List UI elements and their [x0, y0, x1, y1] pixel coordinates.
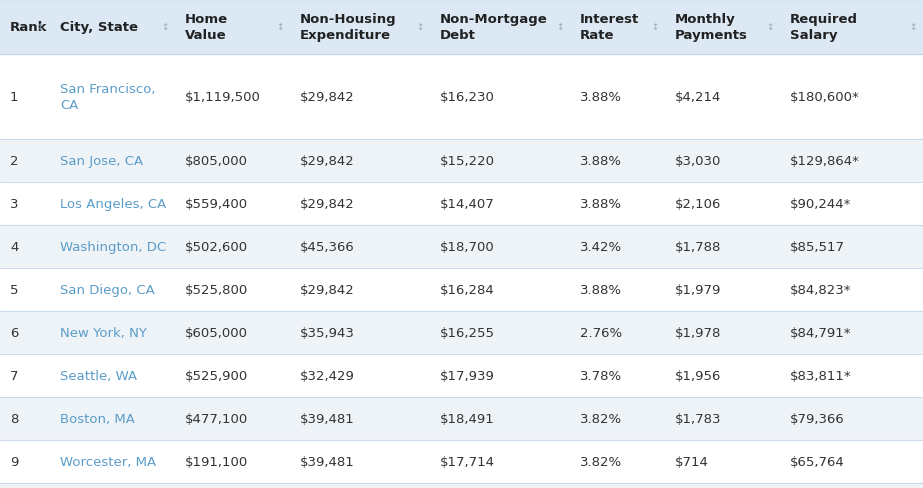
Bar — [0, 183, 923, 225]
Text: ↕: ↕ — [909, 23, 917, 32]
Text: Rank: Rank — [10, 21, 47, 34]
Text: $2,106: $2,106 — [675, 198, 722, 210]
Text: $35,943: $35,943 — [300, 326, 354, 339]
Text: $29,842: $29,842 — [300, 284, 354, 296]
Text: ↕: ↕ — [162, 23, 169, 32]
Text: 3: 3 — [10, 198, 18, 210]
Bar — [0, 311, 923, 354]
Text: $90,244*: $90,244* — [790, 198, 851, 210]
Bar — [0, 483, 923, 488]
Text: 6: 6 — [10, 326, 18, 339]
Text: 2: 2 — [10, 155, 18, 168]
Text: $85,517: $85,517 — [790, 241, 845, 253]
Text: ↕: ↕ — [37, 23, 44, 32]
Text: 3.88%: 3.88% — [580, 284, 622, 296]
Text: 2.76%: 2.76% — [580, 326, 622, 339]
Text: ↕: ↕ — [766, 23, 774, 32]
Text: 3.82%: 3.82% — [580, 455, 622, 468]
Text: ↕: ↕ — [416, 23, 424, 32]
Bar — [0, 440, 923, 483]
Text: $477,100: $477,100 — [185, 412, 248, 425]
Text: $17,939: $17,939 — [440, 369, 495, 382]
Text: 1: 1 — [10, 91, 18, 104]
Text: Worcester, MA: Worcester, MA — [60, 455, 156, 468]
Text: $84,791*: $84,791* — [790, 326, 852, 339]
Text: $14,407: $14,407 — [440, 198, 495, 210]
Text: $29,842: $29,842 — [300, 155, 354, 168]
Text: New York, NY: New York, NY — [60, 326, 147, 339]
Text: $29,842: $29,842 — [300, 198, 354, 210]
Bar — [0, 55, 923, 140]
Text: $29,842: $29,842 — [300, 91, 354, 104]
Text: $805,000: $805,000 — [185, 155, 248, 168]
Text: $605,000: $605,000 — [185, 326, 248, 339]
Bar — [0, 0, 923, 55]
Text: Boston, MA: Boston, MA — [60, 412, 135, 425]
Text: Interest
Rate: Interest Rate — [580, 13, 640, 41]
Text: $559,400: $559,400 — [185, 198, 248, 210]
Text: $16,230: $16,230 — [440, 91, 495, 104]
Text: $1,788: $1,788 — [675, 241, 722, 253]
Text: $16,255: $16,255 — [440, 326, 495, 339]
Text: $18,491: $18,491 — [440, 412, 495, 425]
Text: San Diego, CA: San Diego, CA — [60, 284, 155, 296]
Text: $39,481: $39,481 — [300, 412, 354, 425]
Text: $1,956: $1,956 — [675, 369, 722, 382]
Text: $1,978: $1,978 — [675, 326, 722, 339]
Text: San Jose, CA: San Jose, CA — [60, 155, 143, 168]
Text: $45,366: $45,366 — [300, 241, 354, 253]
Text: ↕: ↕ — [277, 23, 284, 32]
Text: $129,864*: $129,864* — [790, 155, 860, 168]
Text: 8: 8 — [10, 412, 18, 425]
Text: $79,366: $79,366 — [790, 412, 845, 425]
Text: $15,220: $15,220 — [440, 155, 495, 168]
Text: Washington, DC: Washington, DC — [60, 241, 166, 253]
Text: 3.82%: 3.82% — [580, 412, 622, 425]
Text: $191,100: $191,100 — [185, 455, 248, 468]
Text: Los Angeles, CA: Los Angeles, CA — [60, 198, 166, 210]
Text: $180,600*: $180,600* — [790, 91, 859, 104]
Text: $1,119,500: $1,119,500 — [185, 91, 261, 104]
Bar — [0, 225, 923, 268]
Text: $83,811*: $83,811* — [790, 369, 852, 382]
Text: $502,600: $502,600 — [185, 241, 248, 253]
Text: ↕: ↕ — [557, 23, 564, 32]
Text: Monthly
Payments: Monthly Payments — [675, 13, 748, 41]
Text: $32,429: $32,429 — [300, 369, 354, 382]
Text: 3.78%: 3.78% — [580, 369, 622, 382]
Text: $714: $714 — [675, 455, 709, 468]
Text: 3.88%: 3.88% — [580, 155, 622, 168]
Text: $65,764: $65,764 — [790, 455, 845, 468]
Text: $1,979: $1,979 — [675, 284, 722, 296]
Text: Seattle, WA: Seattle, WA — [60, 369, 138, 382]
Text: $3,030: $3,030 — [675, 155, 722, 168]
Text: $525,900: $525,900 — [185, 369, 248, 382]
Text: Non-Mortgage
Debt: Non-Mortgage Debt — [440, 13, 547, 41]
Text: $18,700: $18,700 — [440, 241, 495, 253]
Text: 7: 7 — [10, 369, 18, 382]
Bar — [0, 140, 923, 183]
Text: 3.88%: 3.88% — [580, 198, 622, 210]
Text: 9: 9 — [10, 455, 18, 468]
Text: $17,714: $17,714 — [440, 455, 495, 468]
Bar — [0, 354, 923, 397]
Text: $39,481: $39,481 — [300, 455, 354, 468]
Text: 5: 5 — [10, 284, 18, 296]
Text: 3.42%: 3.42% — [580, 241, 622, 253]
Text: $16,284: $16,284 — [440, 284, 495, 296]
Bar — [0, 268, 923, 311]
Text: Home
Value: Home Value — [185, 13, 228, 41]
Bar — [0, 397, 923, 440]
Text: $525,800: $525,800 — [185, 284, 248, 296]
Text: ↕: ↕ — [652, 23, 659, 32]
Text: City, State: City, State — [60, 21, 138, 34]
Text: Non-Housing
Expenditure: Non-Housing Expenditure — [300, 13, 397, 41]
Text: Required
Salary: Required Salary — [790, 13, 858, 41]
Text: $84,823*: $84,823* — [790, 284, 852, 296]
Text: 4: 4 — [10, 241, 18, 253]
Text: San Francisco,
CA: San Francisco, CA — [60, 83, 155, 112]
Text: $4,214: $4,214 — [675, 91, 722, 104]
Text: 3.88%: 3.88% — [580, 91, 622, 104]
Text: $1,783: $1,783 — [675, 412, 722, 425]
